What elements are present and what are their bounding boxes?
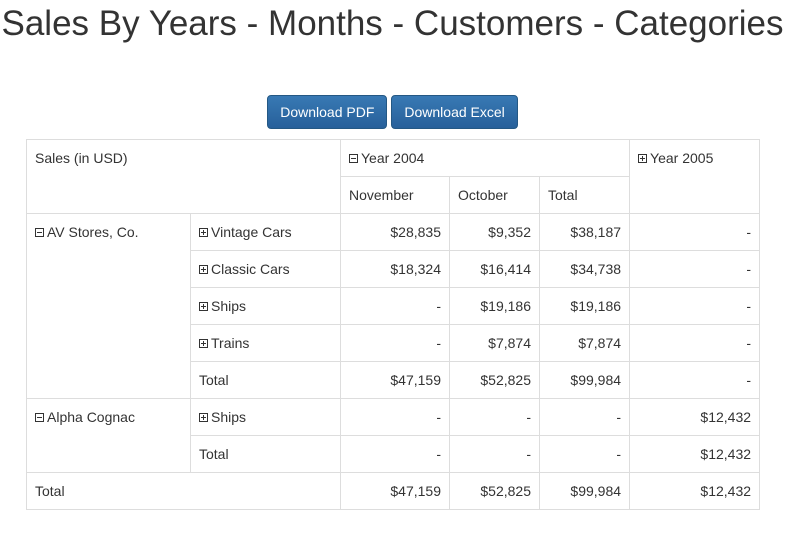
subtotal-row: Total $47,159 $52,825 $99,984 - <box>27 361 761 399</box>
value-cell: - <box>340 398 450 436</box>
grand-total-label: Total <box>26 472 341 510</box>
year-2005-label: Year 2005 <box>650 150 714 166</box>
value-cell: $7,874 <box>538 324 631 362</box>
value-cell: $52,825 <box>449 361 540 399</box>
page-title: Sales By Years - Months - Customers - Ca… <box>1 4 784 43</box>
category-cell[interactable]: Ships <box>190 398 341 436</box>
grand-total-row: Total $47,159 $52,825 $99,984 $12,432 <box>26 472 761 510</box>
expand-icon[interactable] <box>199 339 208 348</box>
value-cell: - <box>340 287 450 325</box>
customer-av-stores[interactable]: AV Stores, Co. <box>26 213 191 399</box>
category-cell[interactable]: Trains <box>190 324 341 362</box>
value-cell: - <box>629 250 761 288</box>
header-row-years: Sales (in USD) Year 2004 Year 2005 <box>26 139 761 214</box>
download-excel-button[interactable]: Download Excel <box>391 95 518 129</box>
pivot-table: Sales (in USD) Year 2004 Year 2005 Novem… <box>26 139 761 510</box>
month-header-november: November <box>340 176 450 214</box>
value-cell: $99,984 <box>538 361 631 399</box>
value-cell: - <box>629 213 761 251</box>
subtotal-label: Total <box>190 435 341 473</box>
expand-icon[interactable] <box>199 228 208 237</box>
year-2005-header[interactable]: Year 2005 <box>629 139 761 214</box>
value-cell: $52,825 <box>449 472 540 510</box>
table-row: AV Stores, Co. Vintage Cars $28,835 $9,3… <box>26 213 761 399</box>
year-2004-label: Year 2004 <box>361 150 425 166</box>
collapse-icon[interactable] <box>35 228 44 237</box>
year-2004-header[interactable]: Year 2004 <box>339 139 631 177</box>
collapse-icon[interactable] <box>35 413 44 422</box>
value-cell: $99,984 <box>538 472 631 510</box>
category-label: Ships <box>211 298 247 314</box>
value-cell: $38,187 <box>538 213 631 251</box>
expand-icon[interactable] <box>199 302 208 311</box>
expand-icon[interactable] <box>638 154 648 163</box>
value-cell: - <box>340 435 450 473</box>
value-cell: $47,159 <box>340 361 450 399</box>
table-row: Trains - $7,874 $7,874 - <box>27 324 761 362</box>
value-cell: $18,324 <box>340 250 450 288</box>
value-cell: - <box>449 435 540 473</box>
category-label: Trains <box>211 335 250 351</box>
table-row: Ships - $19,186 $19,186 - <box>27 287 761 325</box>
value-cell: $34,738 <box>538 250 631 288</box>
value-cell: - <box>449 398 540 436</box>
month-header-total: Total <box>538 176 631 214</box>
value-cell: $7,874 <box>449 324 540 362</box>
subtotal-row: Total - - - $12,432 <box>27 435 761 473</box>
month-header-october: October <box>449 176 540 214</box>
category-cell[interactable]: Vintage Cars <box>190 213 341 251</box>
category-label: Classic Cars <box>211 261 290 277</box>
customer-label: AV Stores, Co. <box>47 224 139 240</box>
value-cell: - <box>538 398 631 436</box>
value-cell: $16,414 <box>449 250 540 288</box>
value-cell: $12,432 <box>629 435 761 473</box>
value-cell: $12,432 <box>629 472 761 510</box>
subtotal-label: Total <box>190 361 341 399</box>
header-row-months: November October Total <box>27 176 760 214</box>
value-cell: $9,352 <box>449 213 540 251</box>
value-cell: $28,835 <box>340 213 450 251</box>
customer-alpha-cognac[interactable]: Alpha Cognac <box>26 398 191 473</box>
customer-label: Alpha Cognac <box>47 409 135 425</box>
value-cell: - <box>629 287 761 325</box>
value-cell: $47,159 <box>340 472 450 510</box>
value-cell: $19,186 <box>538 287 631 325</box>
value-cell: - <box>629 361 761 399</box>
download-pdf-button[interactable]: Download PDF <box>267 95 388 129</box>
value-cell: $19,186 <box>449 287 540 325</box>
category-label: Ships <box>211 409 247 425</box>
category-cell[interactable]: Classic Cars <box>190 250 341 288</box>
download-toolbar: Download PDF Download Excel <box>0 95 785 129</box>
category-cell[interactable]: Ships <box>190 287 341 325</box>
table-row: Alpha Cognac Ships - - - $12,432 <box>26 398 761 473</box>
corner-header: Sales (in USD) <box>26 139 341 214</box>
expand-icon[interactable] <box>199 265 208 274</box>
collapse-icon[interactable] <box>349 154 358 163</box>
category-label: Vintage Cars <box>211 224 292 240</box>
value-cell: $12,432 <box>629 398 761 436</box>
value-cell: - <box>340 324 450 362</box>
value-cell: - <box>629 324 761 362</box>
expand-icon[interactable] <box>199 413 208 422</box>
value-cell: - <box>538 435 631 473</box>
